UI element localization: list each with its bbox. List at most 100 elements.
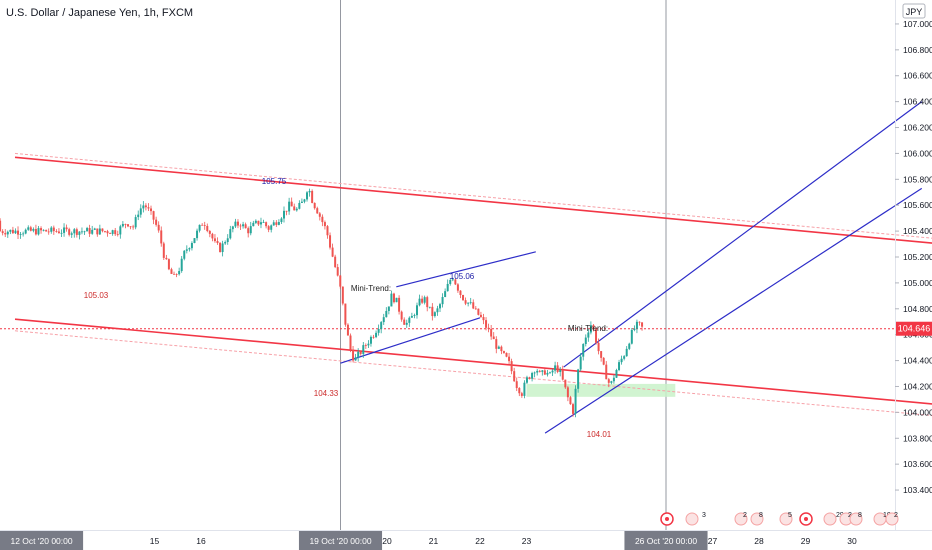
event-badge[interactable]: 29: [823, 512, 844, 526]
candle-body: [91, 229, 94, 234]
annotation-mini-trend-label: Mini-Trend:: [351, 284, 391, 293]
time-axis-label: 12 Oct '20 00:00: [10, 536, 72, 546]
candle-body: [490, 328, 493, 337]
candle-body: [160, 230, 163, 244]
trend-line: [14, 156, 932, 244]
candle-body: [55, 231, 58, 232]
support-zone: [526, 383, 676, 397]
candle-body: [78, 231, 81, 235]
currency-badge-box[interactable]: [902, 3, 926, 19]
candle-body: [323, 222, 326, 227]
price-tick-label: 106.000: [903, 148, 932, 158]
candle-body: [541, 370, 544, 372]
event-marker[interactable]: [799, 512, 813, 526]
candle-body: [574, 388, 577, 414]
candle-body: [65, 227, 68, 230]
candle-body: [630, 330, 633, 344]
candle-body: [413, 315, 416, 316]
candle-body: [70, 233, 73, 235]
flag-us-icon[interactable]: [685, 512, 699, 526]
candle-body: [408, 317, 411, 323]
candle-body: [68, 229, 71, 235]
event-count: 8: [759, 512, 763, 519]
candle-body: [433, 312, 436, 317]
candle-body: [415, 305, 418, 316]
time-axis[interactable]: 12 Oct '20 00:00 15 16 19 Oct '20 00:00 20 21…: [0, 531, 932, 550]
candle-body: [137, 214, 140, 218]
candle-body: [612, 377, 615, 382]
candle-body: [119, 226, 122, 235]
candle-body: [226, 238, 229, 243]
candle-body: [474, 308, 477, 310]
candle-body: [80, 231, 83, 233]
candle-body: [116, 234, 119, 235]
candle-body: [469, 302, 472, 304]
event-marker[interactable]: [660, 512, 674, 526]
candle-body: [157, 224, 160, 231]
flag-us-icon[interactable]: [885, 512, 899, 526]
candle-body: [428, 306, 431, 308]
candle-body: [592, 325, 595, 330]
candle-body: [239, 225, 242, 227]
candle-body: [57, 231, 60, 234]
candle-body: [392, 293, 395, 303]
currency-badge[interactable]: JPY: [906, 7, 923, 17]
candle-body: [311, 190, 314, 203]
candle-body: [352, 349, 355, 361]
candle-body: [572, 404, 574, 414]
trend-line: [14, 318, 932, 405]
event-badge[interactable]: 2: [734, 512, 748, 526]
candle-body: [216, 241, 219, 243]
candle-body: [203, 225, 206, 226]
candle-body: [607, 379, 610, 383]
time-axis-label-box: [0, 531, 84, 550]
candle-body: [236, 221, 239, 226]
candle-body: [121, 223, 124, 227]
candle-body: [446, 283, 449, 292]
event-badge[interactable]: 3: [685, 512, 706, 526]
candle-body: [625, 348, 628, 357]
candle-body: [495, 339, 498, 349]
candle-body: [390, 293, 393, 307]
event-badge[interactable]: 8: [750, 512, 764, 526]
candle-body: [180, 258, 183, 272]
candle-body: [584, 337, 587, 345]
candle-body: [126, 224, 129, 227]
candle-body: [83, 231, 86, 233]
candle-body: [485, 320, 488, 328]
event-icon-dot: [665, 517, 669, 521]
current-price-tag-bg: [896, 321, 932, 336]
flag-us-icon[interactable]: [849, 512, 863, 526]
candle-body: [24, 229, 27, 234]
candle-body: [510, 361, 513, 372]
event-badge[interactable]: 8: [849, 512, 863, 526]
candle-body: [385, 310, 388, 318]
flag-us-icon[interactable]: [750, 512, 764, 526]
candle-body: [326, 226, 329, 236]
candle-body: [449, 280, 452, 284]
symbol-title[interactable]: U.S. Dollar / Japanese Yen, 1h, FXCM: [6, 7, 193, 19]
flag-us-icon[interactable]: [779, 512, 793, 526]
candle-body: [109, 233, 112, 235]
candle-body: [436, 308, 439, 313]
price-tick-label: 106.600: [903, 71, 932, 81]
event-badge[interactable]: 2: [885, 512, 899, 526]
candle-body: [620, 358, 623, 363]
flag-us-icon[interactable]: [823, 512, 837, 526]
candle-body: [579, 356, 582, 370]
candle-body: [27, 227, 30, 230]
candle-body: [270, 225, 273, 230]
candle-body: [14, 230, 17, 234]
candle-body: [298, 202, 301, 209]
candle-body: [513, 371, 516, 382]
event-badge[interactable]: 5: [779, 512, 793, 526]
candle-body: [380, 322, 383, 329]
annotation-low-label: 104.33: [314, 389, 339, 398]
candle-body: [346, 324, 349, 336]
candle-body: [369, 336, 372, 344]
flag-us-icon[interactable]: [734, 512, 748, 526]
candle-body: [395, 297, 398, 303]
candle-body: [106, 231, 109, 234]
economic-events-row[interactable]: 3 2 8 5 29 2 8: [660, 512, 899, 526]
